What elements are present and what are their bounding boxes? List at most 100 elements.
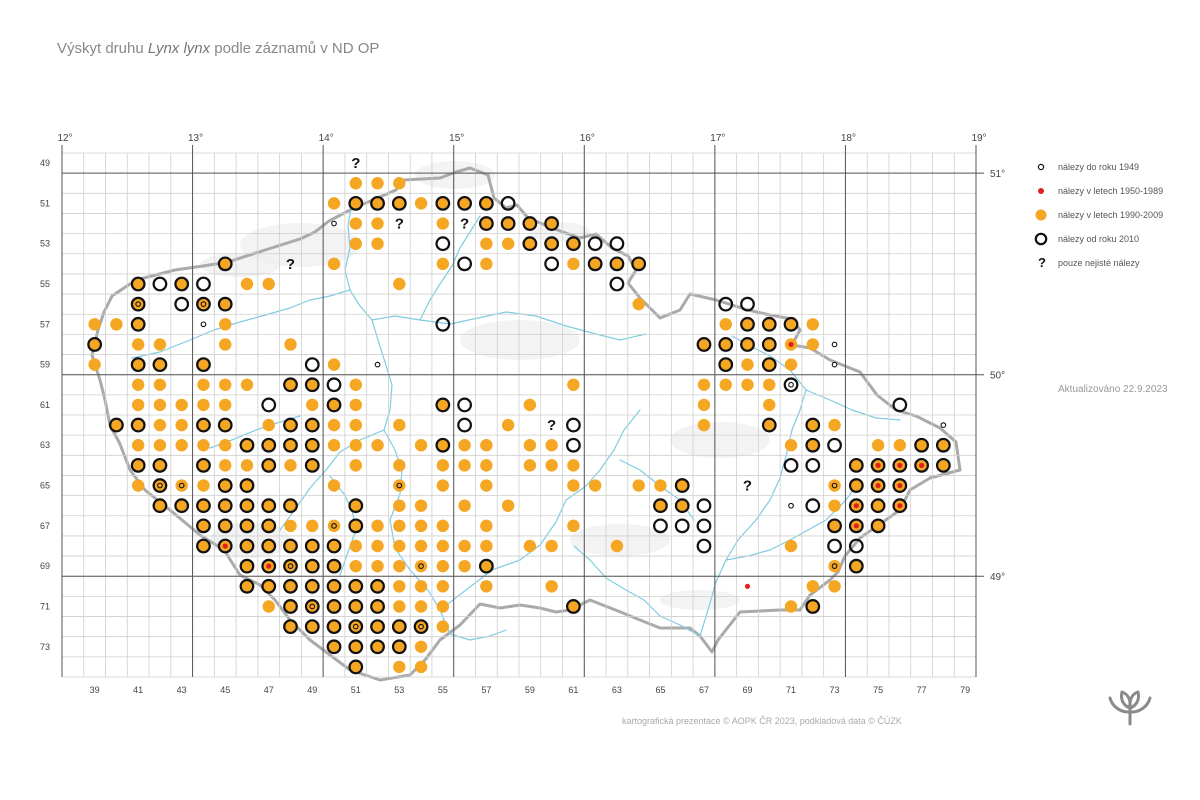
occurrence-symbol: [414, 600, 428, 613]
orange-dot: [414, 499, 428, 512]
orange-dot: [306, 559, 319, 573]
occurrence-symbol: [239, 478, 255, 493]
occurrence-symbol: [480, 459, 493, 472]
orange-dot: [393, 640, 406, 653]
occurrence-symbol: [261, 558, 277, 574]
orange-dot: [545, 217, 558, 230]
orange-dot: [110, 418, 123, 432]
large-ring: [304, 357, 320, 373]
occurrence-symbol: ?: [743, 478, 752, 495]
orange-dot: [828, 580, 841, 593]
orange-dot: [306, 398, 319, 412]
small-ring: [200, 321, 207, 328]
occurrence-symbol: [784, 338, 798, 351]
orange-dot: [197, 439, 210, 452]
occurrence-symbol: [457, 397, 472, 413]
orange-dot: [197, 418, 210, 432]
small-ring: [287, 563, 294, 570]
occurrence-symbol: [718, 357, 734, 373]
occurrence-symbol: [828, 418, 841, 432]
orange-dot: [262, 580, 275, 593]
orange-dot: [131, 338, 145, 351]
orange-dot: [806, 318, 819, 331]
occurrence-symbol: [217, 296, 233, 312]
large-ring: [348, 498, 364, 514]
large-ring: [914, 457, 929, 473]
occurrence-symbol: [566, 599, 581, 614]
large-ring: [130, 296, 146, 312]
occurrence-symbol: [370, 639, 385, 655]
occurrence-symbol: [788, 502, 794, 509]
orange-dot: [414, 519, 428, 533]
small-ring-icon: [1037, 163, 1045, 171]
occurrence-symbol: [393, 580, 406, 593]
occurrence-symbol: [393, 660, 406, 674]
large-ring: [196, 357, 211, 373]
orange-dot: [327, 418, 341, 432]
large-ring: [348, 619, 364, 635]
occurrence-symbol: [414, 640, 428, 653]
orange-dot: [175, 398, 188, 412]
occurrence-symbol: [480, 237, 493, 250]
aopk-leaf-logo-icon: [1108, 690, 1152, 726]
large-ring: [196, 417, 211, 433]
large-ring: [196, 538, 211, 554]
latitude-label: 50°: [990, 371, 1005, 382]
occurrence-symbol: [806, 338, 819, 351]
orange-dot: [131, 479, 145, 492]
occurrence-symbol: [371, 177, 384, 190]
orange-dot: [436, 459, 450, 472]
red-dot: [853, 503, 859, 509]
occurrence-symbol: [175, 479, 188, 492]
orange-dot: [393, 418, 406, 432]
occurrence-symbol: [327, 439, 341, 452]
occurrence-symbol: [348, 639, 364, 655]
large-ring: [805, 498, 821, 514]
orange-dot: [458, 197, 471, 210]
large-ring: [827, 518, 842, 534]
occurrence-symbol: [217, 498, 233, 514]
large-ring: [609, 236, 625, 252]
occurrence-symbol: [130, 316, 146, 332]
occurrence-symbol: [306, 519, 319, 533]
large-ring: [457, 195, 472, 211]
orange-dot: [893, 439, 907, 452]
orange-dot: [349, 217, 362, 230]
occurrence-symbol: [239, 538, 255, 554]
grid-column-label: 51: [351, 685, 361, 695]
large-ring: [391, 639, 407, 655]
orange-dot: [284, 519, 297, 533]
occurrence-symbol: [284, 459, 297, 472]
orange-dot: [937, 439, 950, 452]
large-ring: [283, 417, 298, 433]
grid-row-label: 71: [40, 601, 50, 611]
occurrence-symbol: [806, 318, 819, 331]
occurrence-symbol: [371, 539, 384, 553]
occurrence-symbol: [588, 479, 602, 492]
occurrence-symbol: [783, 316, 799, 332]
occurrence-symbol: [500, 195, 516, 211]
occurrence-symbol: [152, 457, 168, 473]
large-ring: [261, 578, 277, 594]
orange-dot: [393, 559, 406, 573]
red-dot: [897, 482, 903, 489]
orange-dot: [219, 439, 232, 452]
occurrence-symbol: [741, 378, 754, 391]
orange-dot: [284, 580, 297, 593]
large-ring: [522, 236, 538, 252]
orange-dot: [480, 459, 493, 472]
occurrence-symbol: [414, 559, 428, 573]
large-ring: [130, 417, 146, 433]
large-ring: [326, 558, 342, 574]
orange-dot: [436, 217, 450, 230]
orange-dot: [480, 559, 493, 573]
occurrence-symbol: [306, 398, 319, 412]
orange-dot: [654, 479, 667, 492]
occurrence-symbol: [262, 600, 275, 613]
large-ring: [152, 457, 168, 473]
orange-dot: [806, 338, 819, 351]
occurrence-symbol: [217, 538, 233, 554]
occurrence-symbol: [374, 361, 381, 368]
occurrence-symbol: [283, 437, 298, 453]
orange-dot: [501, 217, 515, 230]
